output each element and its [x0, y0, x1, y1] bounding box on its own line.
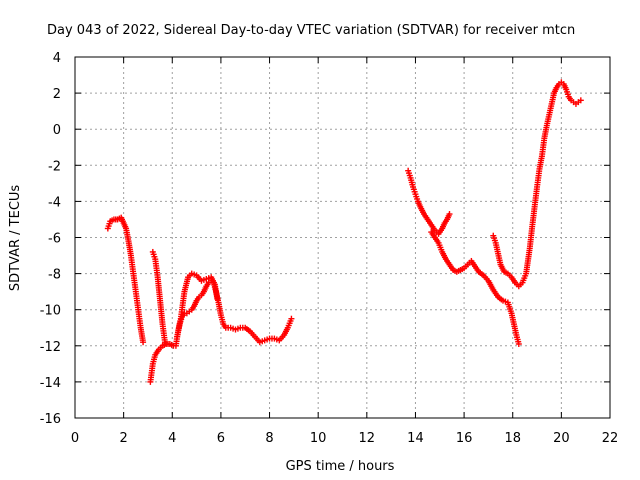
x-tick-label: 10 — [310, 431, 327, 446]
y-tick-label: -14 — [40, 376, 61, 391]
y-tick-label: -6 — [48, 232, 61, 247]
y-tick-label: -12 — [40, 340, 61, 355]
x-tick-label: 14 — [407, 431, 424, 446]
y-tick-label: -16 — [40, 412, 61, 427]
x-tick-label: 2 — [119, 431, 127, 446]
data-points-layer — [104, 79, 584, 385]
y-tick-label: -2 — [48, 159, 61, 174]
data-point — [446, 211, 453, 218]
y-axis-label: SDTVAR / TECUs — [8, 185, 23, 292]
x-tick-label: 4 — [168, 431, 176, 446]
x-tick-label: 6 — [217, 431, 225, 446]
data-point — [515, 340, 522, 347]
x-tick-label: 18 — [504, 431, 521, 446]
chart-title: Day 043 of 2022, Sidereal Day-to-day VTE… — [47, 23, 575, 38]
x-tick-label: 0 — [71, 431, 79, 446]
grid-layer — [75, 57, 610, 418]
x-tick-label: 8 — [265, 431, 273, 446]
data-point — [577, 97, 584, 104]
data-point — [214, 295, 221, 302]
y-tick-label: -4 — [48, 195, 61, 210]
data-point — [161, 339, 168, 346]
y-tick-label: -10 — [40, 304, 61, 319]
data-point — [140, 339, 147, 346]
y-tick-label: 0 — [53, 123, 61, 138]
x-tick-label: 20 — [553, 431, 570, 446]
x-axis-label: GPS time / hours — [286, 459, 395, 474]
y-tick-label: 2 — [53, 87, 61, 102]
x-tick-label: 22 — [602, 431, 619, 446]
data-point — [288, 315, 295, 322]
x-tick-label: 12 — [359, 431, 376, 446]
y-tick-label: -8 — [48, 268, 61, 283]
plot-frame — [74, 56, 611, 419]
ticks-layer: 0 2 4 6 8 10 12 14 16 18 20 22 -16 -14 -12 -10 -8 -6 -4 -2 0… — [40, 51, 619, 446]
y-tick-label: 4 — [53, 51, 61, 66]
x-tick-label: 16 — [456, 431, 473, 446]
